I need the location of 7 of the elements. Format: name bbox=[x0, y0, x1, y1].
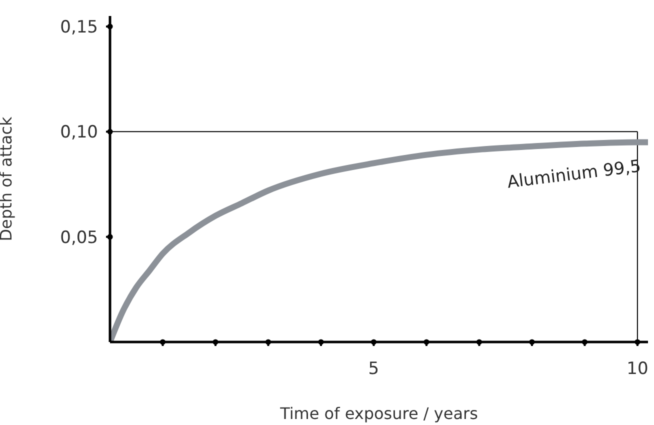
x-tick-label: 5 bbox=[368, 359, 380, 379]
y-tick-label: 0,15 bbox=[60, 18, 98, 38]
text: Aluminium 99,5 bbox=[506, 156, 642, 193]
y-tick-label: 0,05 bbox=[60, 228, 98, 248]
y-tick-label: 0,10 bbox=[60, 122, 98, 143]
x-axis-title: Time of exposure / years bbox=[279, 404, 478, 423]
x-tick-label: 10 bbox=[626, 359, 648, 379]
